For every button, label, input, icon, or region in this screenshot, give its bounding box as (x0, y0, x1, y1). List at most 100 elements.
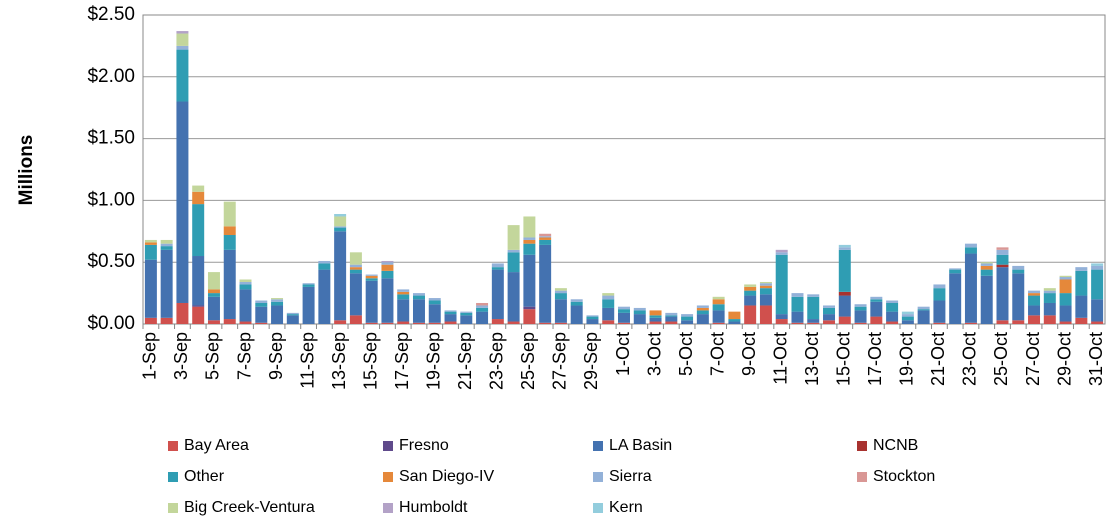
bar-segment (144, 244, 157, 260)
x-tick-label: 13-Sep (329, 332, 349, 390)
bar-segment (523, 309, 536, 324)
bar-segment (397, 294, 410, 300)
bar-segment (539, 244, 552, 323)
x-tick-label: 15-Oct (834, 332, 854, 386)
legend-label: Fresno (399, 437, 449, 454)
bar-segment (255, 306, 268, 323)
bar-segment (1091, 269, 1104, 300)
bar-segment (775, 319, 788, 324)
bar-segment (444, 321, 457, 324)
bar-segment (444, 314, 457, 322)
bar-segment (160, 246, 173, 250)
bar-segment (917, 306, 930, 310)
legend-swatch (857, 472, 867, 482)
bar-segment (602, 295, 615, 300)
bar-segment (570, 301, 583, 306)
bar-segment (554, 299, 567, 323)
bar-segment (807, 322, 820, 324)
bar-segment (964, 247, 977, 254)
bar-segment (949, 273, 962, 324)
bar-segment (602, 307, 615, 321)
bar-segment (1075, 317, 1088, 324)
bar-segment (618, 306, 630, 310)
x-tick-label: 5-Sep (203, 332, 223, 380)
bar-segment (412, 295, 425, 300)
bar-segment (996, 264, 1009, 268)
bar-segment (917, 309, 930, 311)
bar-segment (980, 263, 993, 266)
bar-segment (1028, 293, 1041, 296)
bar-segment (381, 260, 394, 263)
legend-swatch (383, 472, 393, 482)
y-tick-label: $0.00 (87, 313, 135, 334)
bar-segment (491, 263, 504, 268)
bar-segment (1028, 290, 1041, 294)
bar-segment (144, 317, 157, 324)
bar-segment (223, 235, 236, 250)
bar-segment (160, 249, 173, 318)
bar-segment (223, 319, 236, 324)
bar-segment (728, 311, 741, 320)
bar-segment (1012, 269, 1025, 274)
bar-segment (1043, 288, 1056, 291)
bar-segment (192, 305, 205, 307)
bar-segment (302, 283, 315, 285)
bar-segment (397, 321, 410, 324)
bar-segment (176, 45, 189, 50)
legend-label: Kern (609, 499, 643, 516)
y-tick-label: $1.00 (87, 189, 135, 210)
bar-segment (712, 299, 725, 305)
bar-segment (759, 285, 772, 289)
x-tick-label: 25-Oct (991, 332, 1011, 386)
legend-swatch (593, 472, 603, 482)
bar-segment (838, 295, 851, 317)
legend-swatch (168, 472, 178, 482)
bar-segment (381, 278, 394, 323)
x-tick-label: 29-Sep (581, 332, 601, 390)
bar-segment (633, 310, 646, 315)
bar-segment (460, 311, 473, 313)
bar-segment (838, 316, 851, 324)
bar-segment (412, 299, 425, 323)
x-tick-label: 13-Oct (802, 332, 822, 386)
bar-segment (996, 254, 1009, 265)
bar-segment (523, 243, 536, 255)
bar-segment (933, 322, 946, 324)
bar-segment (807, 319, 820, 323)
legend-swatch (383, 441, 393, 451)
legend-label: Humboldt (399, 499, 468, 516)
bar-segment (964, 322, 977, 324)
bar-segment (854, 322, 867, 324)
bar-segment (980, 262, 993, 264)
x-tick-label: 25-Sep (518, 332, 538, 390)
bar-segment (176, 33, 189, 46)
bar-segment (271, 299, 284, 302)
bar-segment (334, 227, 347, 232)
bar-segment (1028, 315, 1041, 324)
bar-segment (412, 322, 425, 324)
bar-segment (539, 233, 552, 237)
bar-segment (980, 269, 993, 276)
bar-segment (618, 312, 630, 323)
bar-segment (239, 284, 252, 290)
bar-segment (964, 253, 977, 323)
x-tick-label: 9-Sep (266, 332, 286, 380)
bar-segment (823, 320, 836, 324)
bar-segment (712, 310, 725, 323)
bar-segment (1028, 305, 1041, 316)
bar-segment (823, 305, 836, 308)
x-tick-label: 17-Oct (865, 332, 885, 386)
bar-segment (286, 314, 299, 316)
bar-segment (649, 321, 662, 324)
bar-segment (334, 216, 347, 227)
bar-segment (775, 249, 788, 253)
bar-segment (334, 226, 347, 228)
bar-segment (1012, 265, 1025, 270)
bar-segment (334, 213, 347, 217)
bar-segment (665, 315, 678, 317)
bar-segment (239, 279, 252, 282)
bar-segment (1043, 293, 1056, 303)
bar-segment (349, 252, 362, 265)
legend-label: Big Creek-Ventura (184, 499, 315, 516)
